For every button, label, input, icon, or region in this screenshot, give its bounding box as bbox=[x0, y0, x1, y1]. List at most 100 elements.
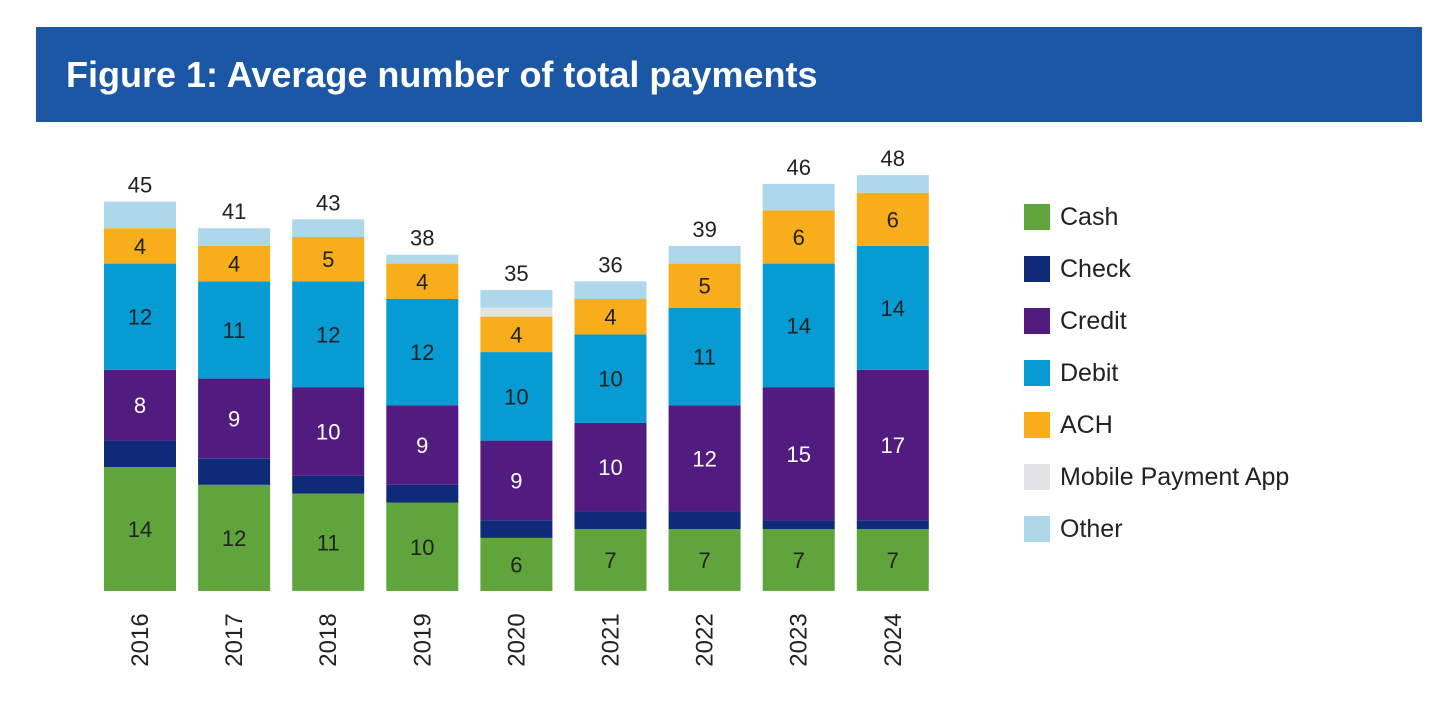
x-tick-label: 2016 bbox=[127, 613, 154, 666]
x-tick-label: 2019 bbox=[409, 613, 436, 666]
x-tick-label: 2024 bbox=[880, 613, 907, 666]
legend-label: Check bbox=[1060, 255, 1131, 283]
bar-segment-credit bbox=[386, 405, 459, 485]
total-label: 45 bbox=[128, 173, 152, 198]
bar-segment-cash bbox=[198, 484, 271, 591]
bar-segment-debit bbox=[480, 352, 553, 441]
data-label: 7 bbox=[887, 548, 899, 573]
bar-segment-cash bbox=[574, 529, 647, 591]
bar-segment-check bbox=[762, 520, 835, 529]
data-label: 7 bbox=[698, 548, 710, 573]
bar-segment-debit bbox=[104, 263, 176, 370]
legend-swatch bbox=[1024, 204, 1050, 230]
legend-swatch bbox=[1024, 360, 1050, 386]
bar-segment-check bbox=[198, 458, 271, 485]
data-label: 11 bbox=[223, 318, 246, 343]
bar-segment-ach bbox=[762, 210, 835, 264]
x-tick-label: 2022 bbox=[692, 613, 719, 666]
bar-segment-credit bbox=[668, 405, 741, 512]
bar-segment-other bbox=[762, 183, 835, 211]
data-label: 10 bbox=[504, 384, 528, 409]
total-label: 41 bbox=[222, 199, 246, 224]
bar-segment-credit bbox=[104, 369, 176, 441]
bar-segment-ach bbox=[198, 245, 271, 282]
bar-segment-cash bbox=[292, 493, 365, 591]
legend-label: ACH bbox=[1060, 411, 1113, 439]
bar-segment-debit bbox=[762, 263, 835, 388]
data-label: 14 bbox=[128, 517, 152, 542]
data-label: 12 bbox=[128, 305, 152, 330]
bar-segment-debit bbox=[668, 307, 741, 406]
bar-segment-check bbox=[104, 440, 176, 468]
total-label: 48 bbox=[881, 146, 905, 171]
data-label: 10 bbox=[598, 455, 622, 480]
bar-segment-other bbox=[104, 201, 176, 229]
bar-segment-ach bbox=[480, 316, 553, 353]
bar-segment-credit bbox=[856, 369, 929, 521]
bar-segment-ach bbox=[386, 263, 459, 299]
data-label: 4 bbox=[228, 252, 240, 277]
bar-segment-cash bbox=[104, 467, 176, 591]
bar-segment-ach bbox=[856, 192, 929, 246]
legend-label: Cash bbox=[1060, 203, 1119, 231]
data-label: 12 bbox=[410, 340, 434, 365]
bar-segment-other bbox=[386, 254, 459, 264]
bar-segment-check bbox=[668, 511, 741, 529]
data-label: 14 bbox=[786, 314, 810, 339]
total-label: 46 bbox=[786, 155, 810, 180]
bar-segment-debit bbox=[386, 298, 459, 406]
bar-segment-credit bbox=[574, 422, 647, 512]
bar-segment-cash bbox=[480, 537, 553, 591]
total-label: 35 bbox=[504, 261, 528, 286]
data-label: 12 bbox=[316, 322, 340, 347]
data-label: 4 bbox=[604, 305, 616, 330]
bar-segment-check bbox=[292, 475, 365, 494]
bar-segment-check bbox=[574, 511, 647, 529]
bar-segment-other bbox=[574, 281, 647, 299]
data-label: 4 bbox=[416, 269, 428, 294]
bar-segment-other bbox=[480, 290, 553, 308]
bar-segment-cash bbox=[386, 502, 459, 591]
total-label: 43 bbox=[316, 190, 340, 215]
data-label: 14 bbox=[881, 296, 905, 321]
chart-title: Figure 1: Average number of total paymen… bbox=[66, 54, 818, 95]
x-tick-label: 2021 bbox=[598, 613, 625, 666]
x-tick-label: 2017 bbox=[221, 613, 248, 666]
title-bar: Figure 1: Average number of total paymen… bbox=[36, 27, 1422, 122]
data-label: 10 bbox=[410, 535, 434, 560]
data-label: 5 bbox=[698, 274, 710, 299]
legend-swatch bbox=[1024, 516, 1050, 542]
data-label: 7 bbox=[604, 548, 616, 573]
bar-segment-other bbox=[668, 245, 741, 264]
bar-segment-debit bbox=[292, 281, 365, 388]
bar-segment-ach bbox=[104, 228, 176, 264]
bar-segment-check bbox=[480, 520, 553, 538]
data-label: 5 bbox=[322, 247, 334, 272]
x-tick-label: 2023 bbox=[786, 613, 813, 666]
legend-swatch bbox=[1024, 412, 1050, 438]
bar-segment-credit bbox=[198, 378, 271, 459]
data-label: 7 bbox=[793, 548, 805, 573]
data-label: 10 bbox=[598, 367, 622, 392]
data-label: 9 bbox=[416, 433, 428, 458]
total-label: 36 bbox=[598, 252, 622, 277]
data-label: 6 bbox=[887, 207, 899, 232]
bar-segment-other bbox=[198, 228, 271, 246]
data-label: 11 bbox=[317, 530, 340, 555]
data-label: 9 bbox=[510, 468, 522, 493]
x-tick-label: 2020 bbox=[503, 613, 530, 666]
data-label: 15 bbox=[786, 442, 810, 467]
legend-label: Debit bbox=[1060, 359, 1119, 387]
data-label: 17 bbox=[881, 433, 905, 458]
data-label: 12 bbox=[222, 526, 246, 551]
bar-segment-check bbox=[386, 484, 459, 503]
legend-swatch bbox=[1024, 256, 1050, 282]
x-tick-label: 2018 bbox=[315, 613, 342, 666]
data-label: 8 bbox=[134, 393, 146, 418]
bar-segment-ach bbox=[574, 299, 647, 335]
bar-segment-credit bbox=[292, 387, 365, 476]
data-label: 4 bbox=[510, 322, 522, 347]
legend-swatch bbox=[1024, 464, 1050, 490]
bar-segment-debit bbox=[574, 334, 647, 423]
